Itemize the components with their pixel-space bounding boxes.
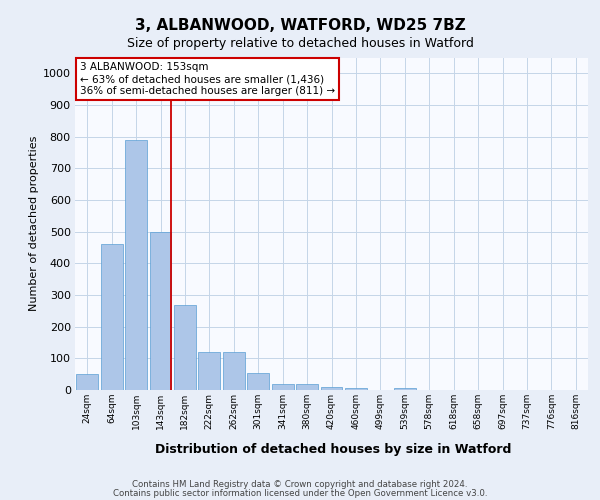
Bar [394, 388, 416, 390]
Bar [125, 140, 147, 390]
Bar [101, 244, 122, 390]
Y-axis label: Number of detached properties: Number of detached properties [29, 136, 38, 312]
Bar [149, 232, 172, 390]
Bar [320, 387, 343, 390]
Text: Contains HM Land Registry data © Crown copyright and database right 2024.: Contains HM Land Registry data © Crown c… [132, 480, 468, 489]
Bar [247, 372, 269, 390]
Bar [345, 388, 367, 390]
Text: 3 ALBANWOOD: 153sqm
← 63% of detached houses are smaller (1,436)
36% of semi-det: 3 ALBANWOOD: 153sqm ← 63% of detached ho… [80, 62, 335, 96]
Text: Size of property relative to detached houses in Watford: Size of property relative to detached ho… [127, 38, 473, 51]
Text: 3, ALBANWOOD, WATFORD, WD25 7BZ: 3, ALBANWOOD, WATFORD, WD25 7BZ [134, 18, 466, 32]
Bar [76, 374, 98, 390]
Text: Distribution of detached houses by size in Watford: Distribution of detached houses by size … [155, 442, 511, 456]
Text: Contains public sector information licensed under the Open Government Licence v3: Contains public sector information licen… [113, 490, 487, 498]
Bar [296, 384, 318, 390]
Bar [223, 352, 245, 390]
Bar [272, 384, 293, 390]
Bar [199, 352, 220, 390]
Bar [174, 304, 196, 390]
